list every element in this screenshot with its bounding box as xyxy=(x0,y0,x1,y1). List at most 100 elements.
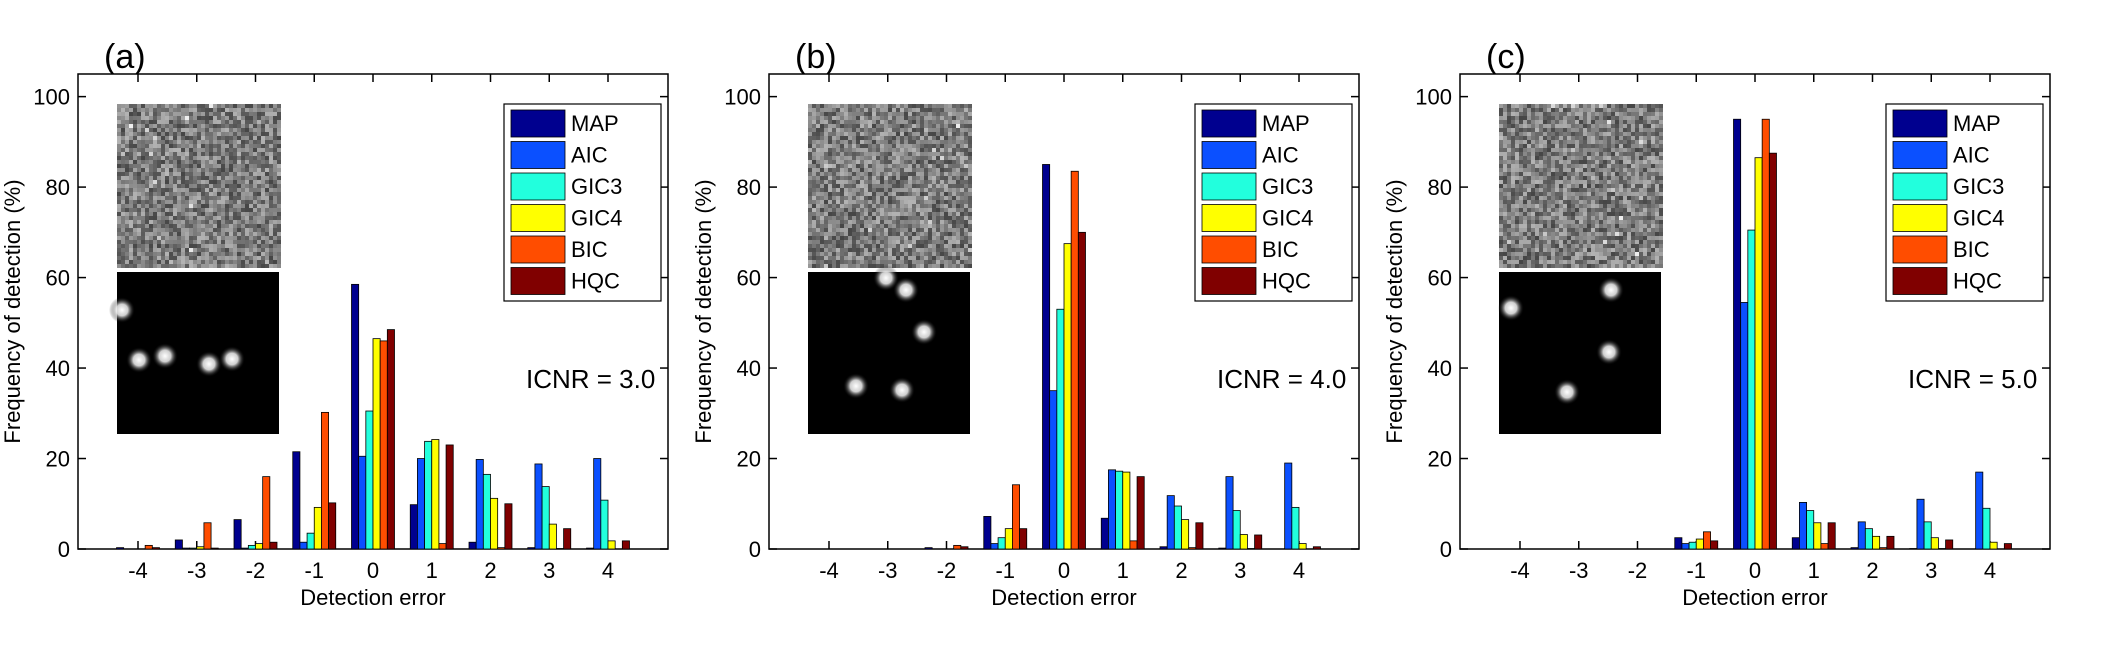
noise-pixel xyxy=(1531,184,1535,188)
noise-pixel xyxy=(1587,132,1591,136)
noise-pixel xyxy=(876,204,880,208)
noise-pixel xyxy=(932,176,936,180)
noise-pixel xyxy=(205,256,209,260)
noise-pixel xyxy=(812,144,816,148)
noise-pixel xyxy=(253,180,257,184)
noise-pixel xyxy=(269,144,273,148)
noise-pixel xyxy=(269,240,273,244)
bar xyxy=(1129,540,1138,550)
noise-pixel xyxy=(1619,184,1623,188)
series-bic xyxy=(144,340,564,550)
noise-pixel xyxy=(173,240,177,244)
noise-pixel xyxy=(880,176,884,180)
noise-pixel xyxy=(940,164,944,168)
noise-pixel xyxy=(832,220,836,224)
noise-pixel xyxy=(217,176,221,180)
noise-pixel xyxy=(900,132,904,136)
noise-pixel xyxy=(824,144,828,148)
noise-pixel xyxy=(241,264,245,268)
noise-pixel xyxy=(876,228,880,232)
noise-pixel xyxy=(177,144,181,148)
noise-pixel xyxy=(908,144,912,148)
noise-pixel xyxy=(137,160,141,164)
noise-pixel xyxy=(1535,204,1539,208)
series-hqc xyxy=(960,231,1321,550)
noise-pixel xyxy=(197,236,201,240)
noise-pixel xyxy=(1535,140,1539,144)
noise-pixel xyxy=(1607,152,1611,156)
noise-pixel xyxy=(129,208,133,212)
noise-pixel xyxy=(944,260,948,264)
noise-pixel xyxy=(812,192,816,196)
noise-pixel xyxy=(1587,128,1591,132)
noise-pixel xyxy=(1607,124,1611,128)
noise-pixel xyxy=(237,108,241,112)
noise-pixel xyxy=(952,232,956,236)
noise-pixel xyxy=(908,236,912,240)
noise-pixel xyxy=(892,248,896,252)
noise-pixel xyxy=(1595,200,1599,204)
legend-swatch xyxy=(510,267,566,295)
noise-pixel xyxy=(1623,192,1627,196)
noise-pixel xyxy=(181,188,185,192)
noise-pixel xyxy=(121,252,125,256)
noise-pixel xyxy=(1591,160,1595,164)
noise-pixel xyxy=(912,160,916,164)
x-tick-label: -2 xyxy=(937,558,957,583)
noise-pixel xyxy=(181,264,185,268)
noise-pixel xyxy=(261,228,265,232)
noise-pixel xyxy=(161,212,165,216)
bar xyxy=(1681,543,1690,550)
noise-pixel xyxy=(916,116,920,120)
noise-pixel xyxy=(153,228,157,232)
noise-pixel xyxy=(1655,176,1659,180)
noise-pixel xyxy=(916,144,920,148)
noise-pixel xyxy=(173,188,177,192)
noise-pixel xyxy=(253,216,257,220)
noise-pixel xyxy=(940,120,944,124)
noise-pixel xyxy=(968,104,972,108)
noise-pixel xyxy=(265,124,269,128)
noise-pixel xyxy=(1623,140,1627,144)
noise-pixel xyxy=(273,260,277,264)
noise-pixel xyxy=(257,144,261,148)
noise-pixel xyxy=(1607,224,1611,228)
noise-pixel xyxy=(904,164,908,168)
noise-pixel xyxy=(1519,204,1523,208)
noise-pixel xyxy=(1651,204,1655,208)
noise-pixel xyxy=(876,196,880,200)
noise-pixel xyxy=(233,140,237,144)
noise-pixel xyxy=(872,248,876,252)
noise-pixel xyxy=(217,124,221,128)
noise-pixel xyxy=(121,200,125,204)
noise-pixel xyxy=(1599,176,1603,180)
noise-pixel xyxy=(1571,172,1575,176)
noise-pixel xyxy=(161,132,165,136)
noise-pixel xyxy=(876,180,880,184)
noise-pixel xyxy=(229,136,233,140)
noise-pixel xyxy=(249,148,253,152)
noise-pixel xyxy=(960,224,964,228)
noise-pixel xyxy=(277,208,281,212)
noise-pixel xyxy=(201,120,205,124)
noise-pixel xyxy=(1515,228,1519,232)
noise-pixel xyxy=(133,104,137,108)
noise-pixel xyxy=(876,264,880,268)
noise-pixel xyxy=(209,104,213,108)
noise-pixel xyxy=(265,220,269,224)
noise-pixel xyxy=(960,112,964,116)
noise-pixel xyxy=(964,184,968,188)
noise-pixel xyxy=(1659,216,1663,220)
noise-pixel xyxy=(932,200,936,204)
noise-pixel xyxy=(1507,212,1511,216)
noise-pixel xyxy=(912,200,916,204)
noise-pixel xyxy=(880,248,884,252)
noise-pixel xyxy=(121,152,125,156)
noise-pixel xyxy=(145,156,149,160)
noise-pixel xyxy=(1531,204,1535,208)
noise-pixel xyxy=(261,120,265,124)
noise-pixel xyxy=(880,208,884,212)
noise-pixel xyxy=(1651,212,1655,216)
noise-pixel xyxy=(137,208,141,212)
noise-pixel xyxy=(856,176,860,180)
